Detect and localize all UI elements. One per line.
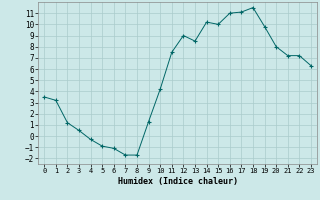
X-axis label: Humidex (Indice chaleur): Humidex (Indice chaleur) [118,177,238,186]
